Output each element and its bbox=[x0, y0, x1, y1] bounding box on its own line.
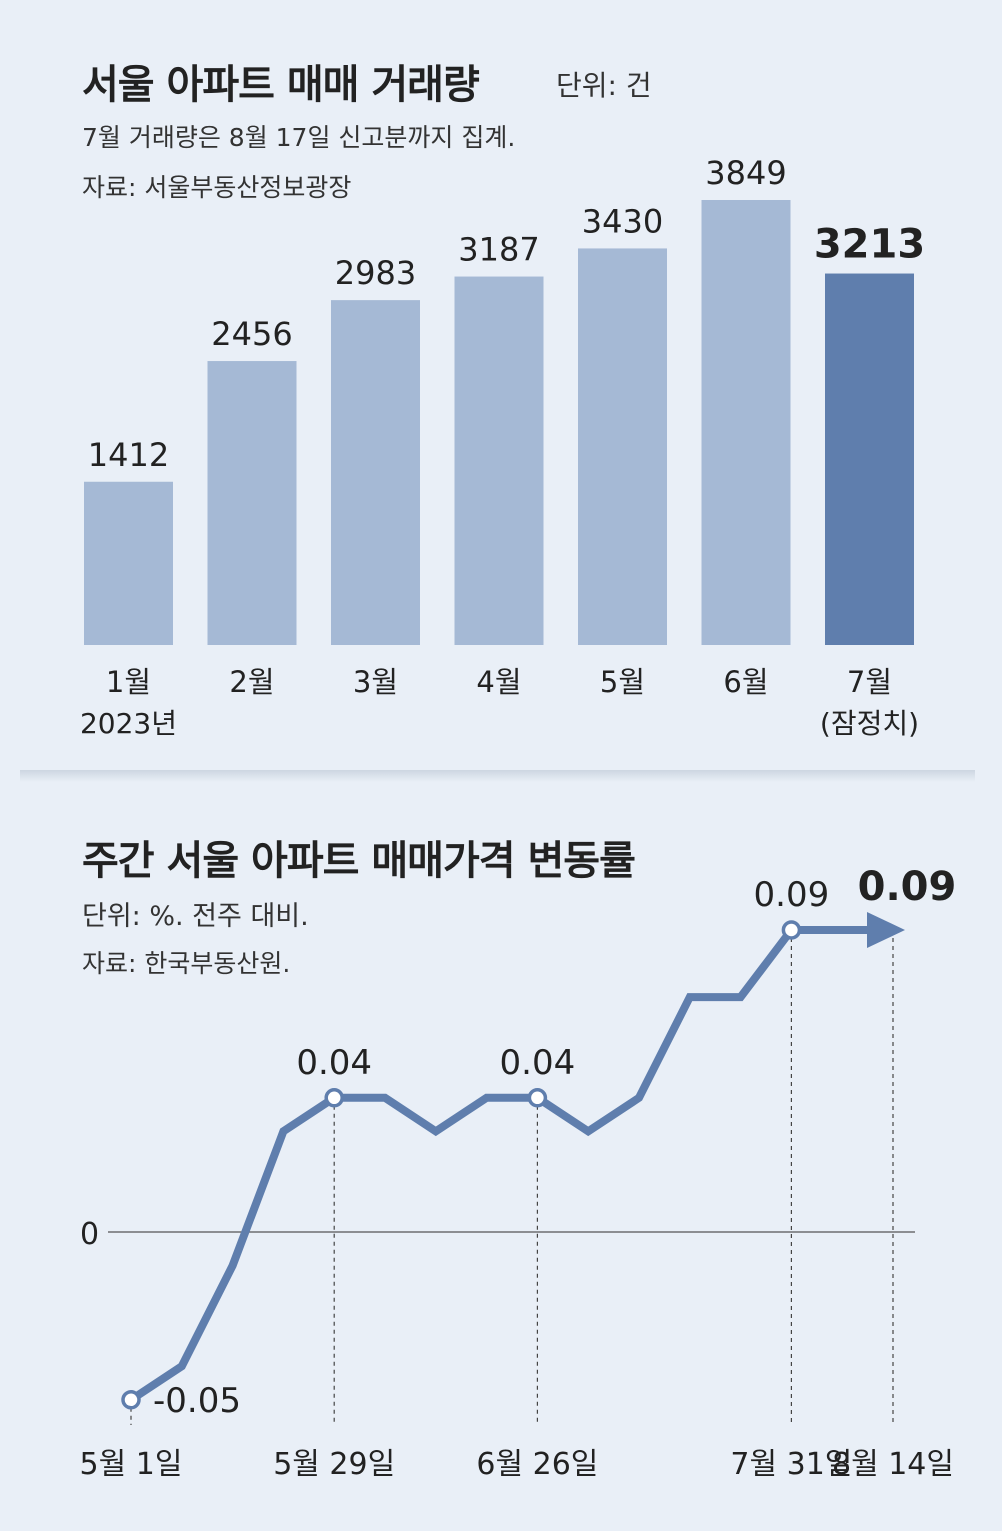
point-label: 0.04 bbox=[500, 1043, 576, 1083]
volume-bar-chart: 1412 1월 2023년 2456 2월 2983 3월 3187 4월 3430 5월 3849 6… bbox=[80, 154, 925, 740]
volume-chart-note: 7월 거래량은 8월 17일 신고분까지 집계. bbox=[82, 123, 516, 152]
x-tick-label: 7월 31일 bbox=[730, 1447, 852, 1482]
volume-chart-source: 자료: 서울부동산정보광장 bbox=[82, 173, 352, 202]
series-line bbox=[128, 926, 867, 1404]
bar-5 bbox=[578, 248, 667, 646]
x-tick-label: 5월 bbox=[600, 665, 645, 699]
point-label: 0.04 bbox=[296, 1043, 372, 1083]
volume-chart-unit: 단위: 건 bbox=[556, 69, 652, 102]
bar-value-label: 3430 bbox=[582, 202, 663, 240]
x-tick-label: 4월 bbox=[476, 665, 521, 699]
point-marker bbox=[781, 920, 802, 940]
x-tick-label: 7월 bbox=[847, 665, 892, 699]
bar-value-label: 3849 bbox=[705, 154, 786, 192]
x-sublabel: (잠정치) bbox=[820, 707, 919, 740]
x-tick-label: 1월 bbox=[106, 665, 151, 699]
bar-6 bbox=[701, 200, 791, 645]
x-tick-label: 8월 14일 bbox=[832, 1447, 954, 1482]
arrow-head bbox=[867, 912, 905, 948]
zero-label: 0 bbox=[80, 1217, 99, 1252]
point-marker bbox=[324, 1088, 344, 1108]
point-label: 0.09 bbox=[754, 875, 830, 915]
x-tick-label: 6월 26일 bbox=[476, 1447, 598, 1482]
point-label: -0.05 bbox=[153, 1381, 241, 1421]
x-tick-label: 2월 bbox=[229, 665, 274, 699]
bar-3 bbox=[331, 300, 420, 645]
price-chart-source: 자료: 한국부동산원. bbox=[82, 949, 291, 978]
bar-value-label: 2983 bbox=[335, 254, 416, 292]
x-tick-label: 5월 1일 bbox=[80, 1447, 183, 1482]
bar-value-label: 3213 bbox=[814, 222, 925, 268]
bar-value-label: 1412 bbox=[88, 436, 169, 474]
x-tick-label: 3월 bbox=[353, 665, 398, 699]
bar-1 bbox=[84, 481, 173, 645]
price-chart-title: 주간 서울 아파트 매매가격 변동률 bbox=[82, 838, 636, 884]
x-sublabel: 2023년 bbox=[80, 707, 177, 740]
x-tick-label: 6월 bbox=[723, 665, 768, 699]
point-marker bbox=[121, 1390, 141, 1410]
volume-chart-title: 서울 아파트 매매 거래량 bbox=[82, 62, 480, 108]
bar-value-label: 3187 bbox=[458, 231, 539, 269]
x-tick-label: 5월 29일 bbox=[273, 1447, 395, 1482]
bar-7 bbox=[825, 273, 914, 645]
price-change-panel: 주간 서울 아파트 매매가격 변동률 단위: %. 전주 대비. 자료: 한국부… bbox=[0, 780, 1002, 1531]
bar-4 bbox=[454, 276, 544, 645]
point-label: 0.09 bbox=[858, 864, 957, 910]
volume-panel: 서울 아파트 매매 거래량 단위: 건 7월 거래량은 8월 17일 신고분까지… bbox=[80, 62, 925, 740]
point-marker bbox=[527, 1088, 548, 1108]
section-divider bbox=[20, 770, 975, 782]
bar-2 bbox=[207, 361, 297, 645]
price-chart-unit: 단위: %. 전주 대비. bbox=[82, 901, 309, 932]
bar-value-label: 2456 bbox=[211, 315, 292, 353]
